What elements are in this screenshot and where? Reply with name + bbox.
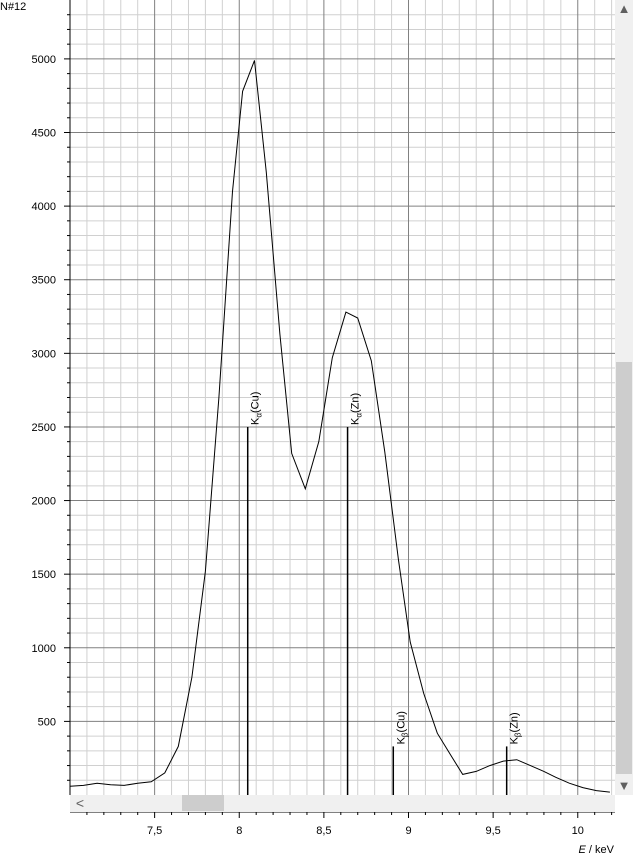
major-grid	[70, 0, 615, 795]
y-tick-label: 1000	[32, 643, 56, 655]
chevron-up-icon[interactable]: ▲	[617, 1, 631, 16]
line-label: Kα(Zn)	[350, 393, 364, 425]
line-label-subscript: β	[514, 732, 523, 737]
x-axis-label: E / keV	[579, 844, 614, 856]
y-tick-label: 1500	[32, 569, 56, 581]
spectrum-line	[69, 60, 610, 793]
x-axis-ticks: 7,5 8 8,5 9 9,5 10	[86, 812, 613, 837]
horizontal-scroll-thumb[interactable]	[182, 795, 224, 811]
y-tick-label: 2000	[32, 496, 56, 508]
x-tick-label: 8,5	[316, 825, 331, 837]
y-tick-label: 2500	[32, 422, 56, 434]
line-label-base: K	[350, 417, 362, 425]
line-label: Kβ(Zn)	[509, 712, 523, 744]
vertical-scroll-thumb[interactable]	[616, 362, 632, 774]
line-label-element: (Zn)	[509, 712, 521, 732]
line-label-subscript: β	[400, 732, 409, 737]
line-label-subscript: α	[255, 413, 264, 418]
line-label-element: (Zn)	[350, 393, 362, 413]
x-tick-label: 9,5	[485, 825, 500, 837]
y-tick-label: 4500	[32, 128, 56, 140]
x-tick-label: 8	[236, 825, 242, 837]
y-tick-label: 3000	[32, 348, 56, 360]
x-tick-label: 9	[405, 825, 411, 837]
x-axis-variable: E	[578, 844, 586, 856]
horizontal-scrollbar[interactable]: <	[70, 795, 615, 812]
x-axis-unit: / keV	[585, 844, 614, 856]
y-tick-label: 4000	[32, 201, 56, 213]
y-tick-label: 5000	[32, 54, 56, 66]
line-label-subscript: α	[355, 413, 364, 418]
line-label: Kβ(Cu)	[395, 711, 409, 744]
line-label-element: (Cu)	[395, 711, 407, 732]
x-tick-label: 7,5	[147, 825, 162, 837]
chevron-left-icon[interactable]: <	[75, 795, 85, 811]
vertical-scrollbar[interactable]: ▲ ▼	[615, 0, 633, 795]
characteristic-lines: Kα(Cu)Kα(Zn)Kβ(Cu)Kβ(Zn)	[246, 392, 523, 795]
y-axis-ticks: 500 1000 1500 2000 2500 3000 3500 4000 4500 5000	[32, 14, 70, 781]
line-label: Kα(Cu)	[250, 392, 264, 425]
y-axis-label: N#12	[0, 1, 27, 13]
line-label-element: (Cu)	[250, 392, 262, 413]
line-label-base: K	[509, 736, 521, 744]
series-group	[69, 60, 610, 793]
chevron-down-icon[interactable]: ▼	[617, 778, 631, 793]
y-tick-label: 500	[38, 716, 56, 728]
minor-grid	[70, 0, 615, 795]
x-tick-label: 10	[572, 825, 584, 837]
line-label-base: K	[395, 736, 407, 744]
y-tick-label: 3500	[32, 275, 56, 287]
axes	[69, 0, 615, 813]
line-label-base: K	[250, 417, 262, 425]
